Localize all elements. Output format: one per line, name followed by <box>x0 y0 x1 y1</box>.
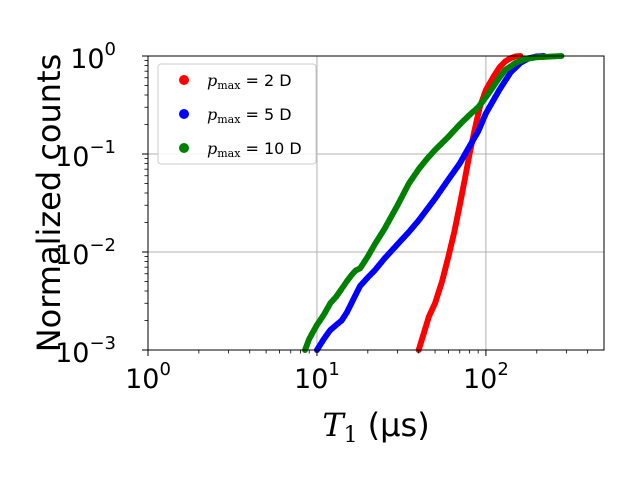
x-tick-exponent: 1 <box>328 359 339 380</box>
series-1 <box>313 53 547 353</box>
x-axis-symbol: T <box>322 406 346 444</box>
x-tick-base: 10 <box>463 364 497 395</box>
x-axis-label: T1 (µs) <box>322 406 429 448</box>
y-tick-exponent: −1 <box>89 137 116 158</box>
x-tick-exponent: 0 <box>159 359 170 380</box>
y-axis-label: Normalized counts <box>30 54 68 353</box>
series-layer <box>302 53 565 353</box>
legend-subscript: max <box>217 79 241 92</box>
legend-marker <box>179 109 189 119</box>
ticks <box>142 55 589 356</box>
y-tick-base: 10 <box>70 44 104 75</box>
y-tick-exponent: −3 <box>89 333 116 354</box>
legend-marker <box>179 143 189 153</box>
x-tick-label: 101 <box>294 359 340 395</box>
y-tick-base: 10 <box>55 240 89 271</box>
y-tick-label: 10−1 <box>55 137 116 173</box>
legend-label: pmax = 10 D <box>207 139 302 160</box>
y-tick-label: 10−3 <box>55 333 116 369</box>
y-tick-exponent: 0 <box>105 39 116 60</box>
legend-symbol: p <box>207 139 217 158</box>
legend-name: = 2 D <box>245 71 291 90</box>
x-tick-exponent: 2 <box>497 359 508 380</box>
legend-marker <box>179 75 189 85</box>
x-tick-label: 102 <box>463 359 509 395</box>
axes-frame <box>147 55 605 351</box>
legend-subscript: max <box>217 147 241 160</box>
x-tick-base: 10 <box>294 364 328 395</box>
legend-symbol: p <box>207 105 217 124</box>
series-2 <box>302 53 565 353</box>
legend-box <box>157 63 317 165</box>
legend-subscript: max <box>217 113 241 126</box>
legend-name: = 10 D <box>245 139 301 158</box>
legend-label: pmax = 5 D <box>207 105 292 126</box>
y-tick-base: 10 <box>55 142 89 173</box>
x-tick-base: 10 <box>125 364 159 395</box>
legend-name: = 5 D <box>245 105 291 124</box>
legend-label: pmax = 2 D <box>207 71 292 92</box>
y-tick-label: 100 <box>70 39 116 75</box>
x-axis-subscript: 1 <box>344 423 358 448</box>
y-tick-exponent: −2 <box>89 235 116 256</box>
y-tick-base: 10 <box>55 338 89 369</box>
legend-symbol: p <box>207 71 217 90</box>
x-tick-label: 100 <box>125 359 171 395</box>
y-tick-label: 10−2 <box>55 235 116 271</box>
x-axis-unit: (µs) <box>368 406 430 444</box>
